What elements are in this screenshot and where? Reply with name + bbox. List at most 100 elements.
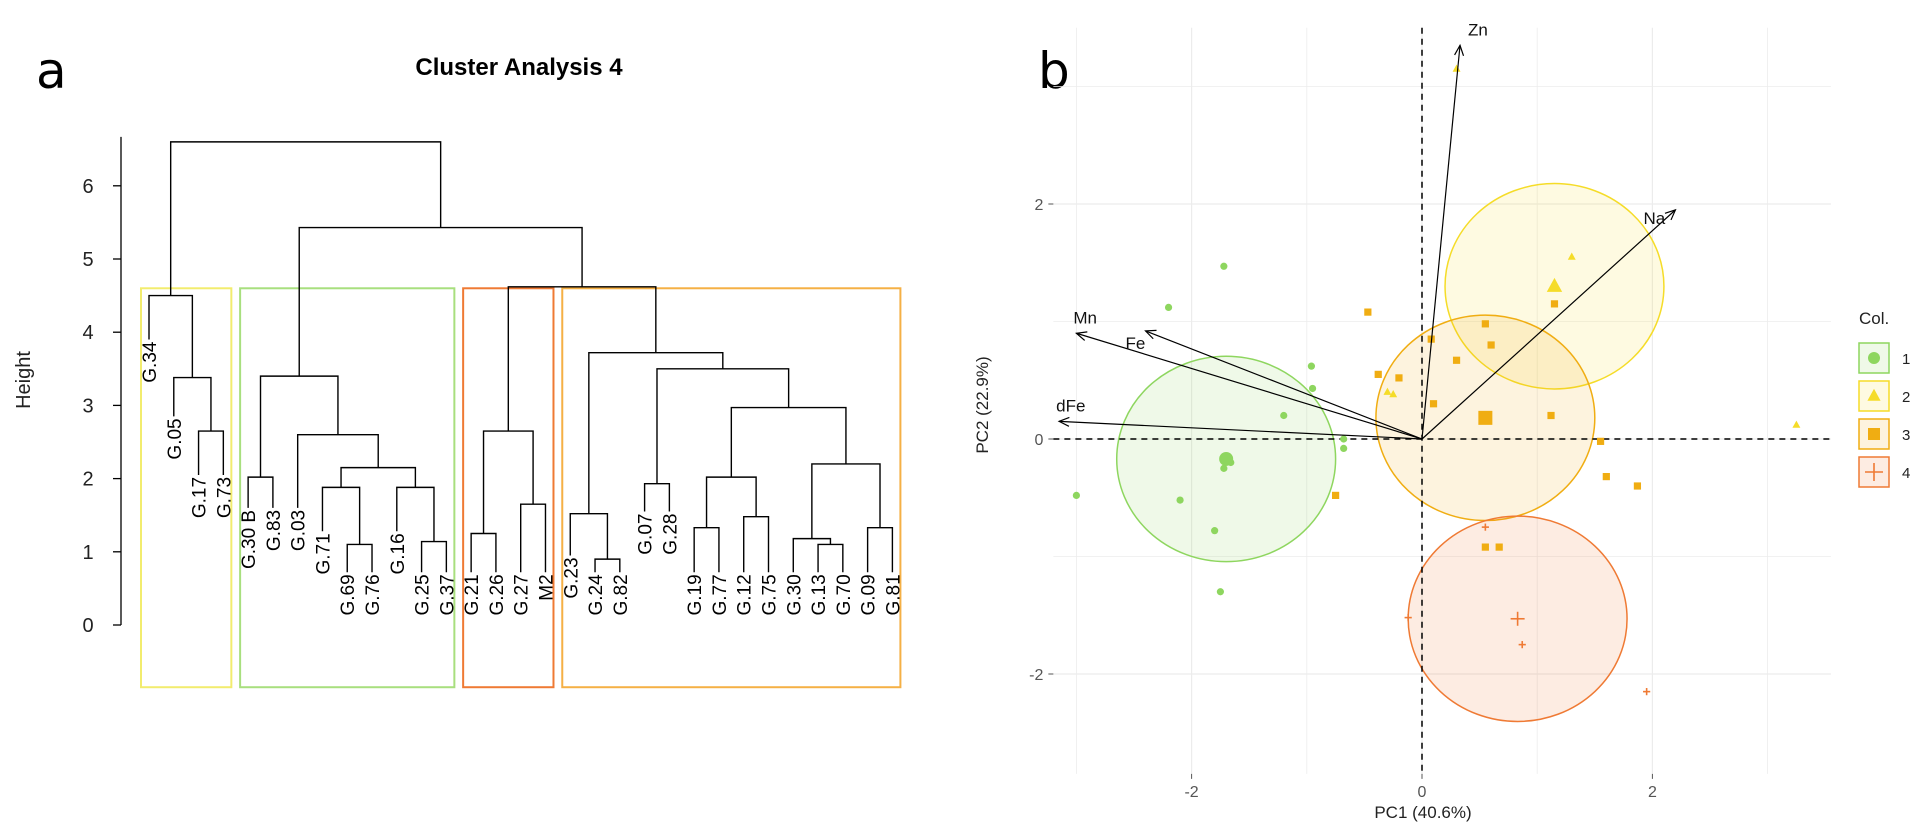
loading-label: Zn [1468, 20, 1488, 39]
y-tick-label: 2 [82, 469, 93, 491]
arrow-head [1454, 43, 1465, 56]
y-tick-label: -2 [1029, 667, 1043, 684]
legend-symbol [1868, 428, 1880, 440]
dendrogram-branch [693, 526, 720, 573]
y-tick-label: 4 [82, 322, 93, 344]
data-point [1364, 308, 1372, 316]
leaf-label: G.16 [388, 533, 409, 574]
leaf-label: G.09 [859, 574, 880, 615]
data-point [1308, 384, 1317, 393]
loading-arrow [1421, 45, 1461, 440]
dendrogram-branch [169, 141, 442, 296]
dendrogram-branch [730, 406, 847, 478]
pca-axes: -2 0 2 -2 0 2 [1029, 197, 1657, 801]
y-tick-label: 0 [1034, 432, 1043, 449]
leaf-label: G.07 [636, 514, 657, 555]
leaf-label: G.21 [462, 574, 483, 615]
data-point [1487, 341, 1495, 349]
data-point [1429, 400, 1438, 408]
loading-label: Fe [1126, 334, 1146, 353]
cluster-box [239, 287, 456, 689]
data-point [1567, 252, 1576, 260]
dendrogram-branch [259, 375, 339, 478]
leaf-label: G.37 [437, 574, 458, 615]
data-point [1332, 491, 1340, 499]
leaf-label: G.26 [487, 574, 508, 615]
arrow-head [1144, 329, 1157, 340]
legend-label: 4 [1902, 465, 1910, 482]
loading-arrow [1421, 209, 1676, 440]
data-point [1211, 527, 1219, 535]
leaf-label: G.13 [809, 574, 830, 615]
legend-label: 3 [1902, 427, 1910, 444]
y-tick-label: 2 [1034, 197, 1043, 214]
data-point [1547, 411, 1555, 420]
group-centroid [1478, 410, 1493, 425]
panel-label-a: a [36, 42, 67, 100]
leaf-label: G.73 [214, 477, 235, 518]
dendrogram-branch [507, 286, 657, 432]
arrow-head [1074, 331, 1088, 341]
x-tick-label: -2 [1184, 784, 1198, 801]
leaf-label: G.70 [834, 574, 855, 615]
dendrogram-branch [482, 430, 534, 534]
dendrogram-panel: a Cluster Analysis 4 Height 0 1 2 3 4 5 6 G.34… [13, 42, 904, 689]
leaf-label: G.30 [784, 574, 805, 615]
leaf-label: G.81 [883, 574, 904, 615]
dendrogram-branch [346, 543, 373, 573]
y-tick-label: 0 [82, 615, 93, 637]
dendrogram-branch [594, 558, 621, 573]
dendrogram-branch [247, 476, 274, 508]
dendrogram-branch [197, 430, 225, 475]
data-point [1452, 64, 1461, 72]
dendrogram-branch [420, 540, 448, 573]
x-tick-label: 0 [1418, 784, 1427, 801]
dendrogram-branch [470, 532, 497, 573]
x-tick-label: 2 [1648, 784, 1657, 801]
legend: Col. 1 2 3 4 [1858, 309, 1910, 488]
dendrogram-branch [743, 515, 770, 573]
leaf-label: G.28 [660, 514, 681, 555]
leaf-label: G.25 [413, 574, 434, 615]
legend-symbol [1865, 463, 1883, 481]
leaf-label: G.23 [561, 557, 582, 598]
dendrogram-y-axis: 0 1 2 3 4 5 6 [82, 136, 122, 637]
dendrogram-y-axis-label: Height [13, 351, 35, 409]
group-centroid [1510, 611, 1525, 626]
data-point [1404, 614, 1412, 622]
data-point [1220, 464, 1228, 472]
dendrogram-branch [298, 226, 583, 377]
data-point [1633, 482, 1642, 490]
data-point [1495, 543, 1503, 551]
y-tick-label: 5 [82, 249, 93, 271]
y-tick-label: 3 [82, 395, 93, 417]
legend-label: 2 [1902, 389, 1910, 406]
data-point [1550, 300, 1559, 308]
leaf-label: G.75 [760, 574, 781, 615]
data-point [1481, 320, 1489, 328]
cluster-boxes [140, 287, 902, 689]
dendrogram-branch [588, 351, 724, 514]
data-point [1340, 444, 1348, 452]
legend-symbol [1868, 352, 1880, 364]
data-point [1216, 588, 1224, 596]
y-tick-label: 1 [82, 542, 93, 564]
dendrogram-branch [792, 537, 832, 573]
data-point [1596, 437, 1605, 445]
pca-biplot-panel: b Zn Na Mn Fe dFe -2 0 2 -2 0 2 PC1 (40.6%) PC2 (… [973, 20, 1910, 822]
leaf-label: G.03 [289, 510, 310, 551]
data-point [1602, 473, 1610, 481]
panel-label-b: b [1038, 42, 1070, 100]
loading-arrow [1145, 330, 1423, 440]
dendrogram-branches [148, 141, 894, 573]
dendrogram-branch [643, 483, 671, 512]
leaf-label: G.17 [190, 477, 211, 518]
reference-lines [1053, 27, 1831, 774]
leaf-label: G.12 [735, 574, 756, 615]
pca-y-axis-label: PC2 (22.9%) [973, 356, 992, 453]
data-point [1220, 262, 1228, 270]
leaf-label: G.69 [338, 574, 359, 615]
leaf-label: G.83 [264, 510, 285, 551]
leaf-label: G.34 [140, 341, 161, 383]
data-point [1374, 370, 1382, 378]
